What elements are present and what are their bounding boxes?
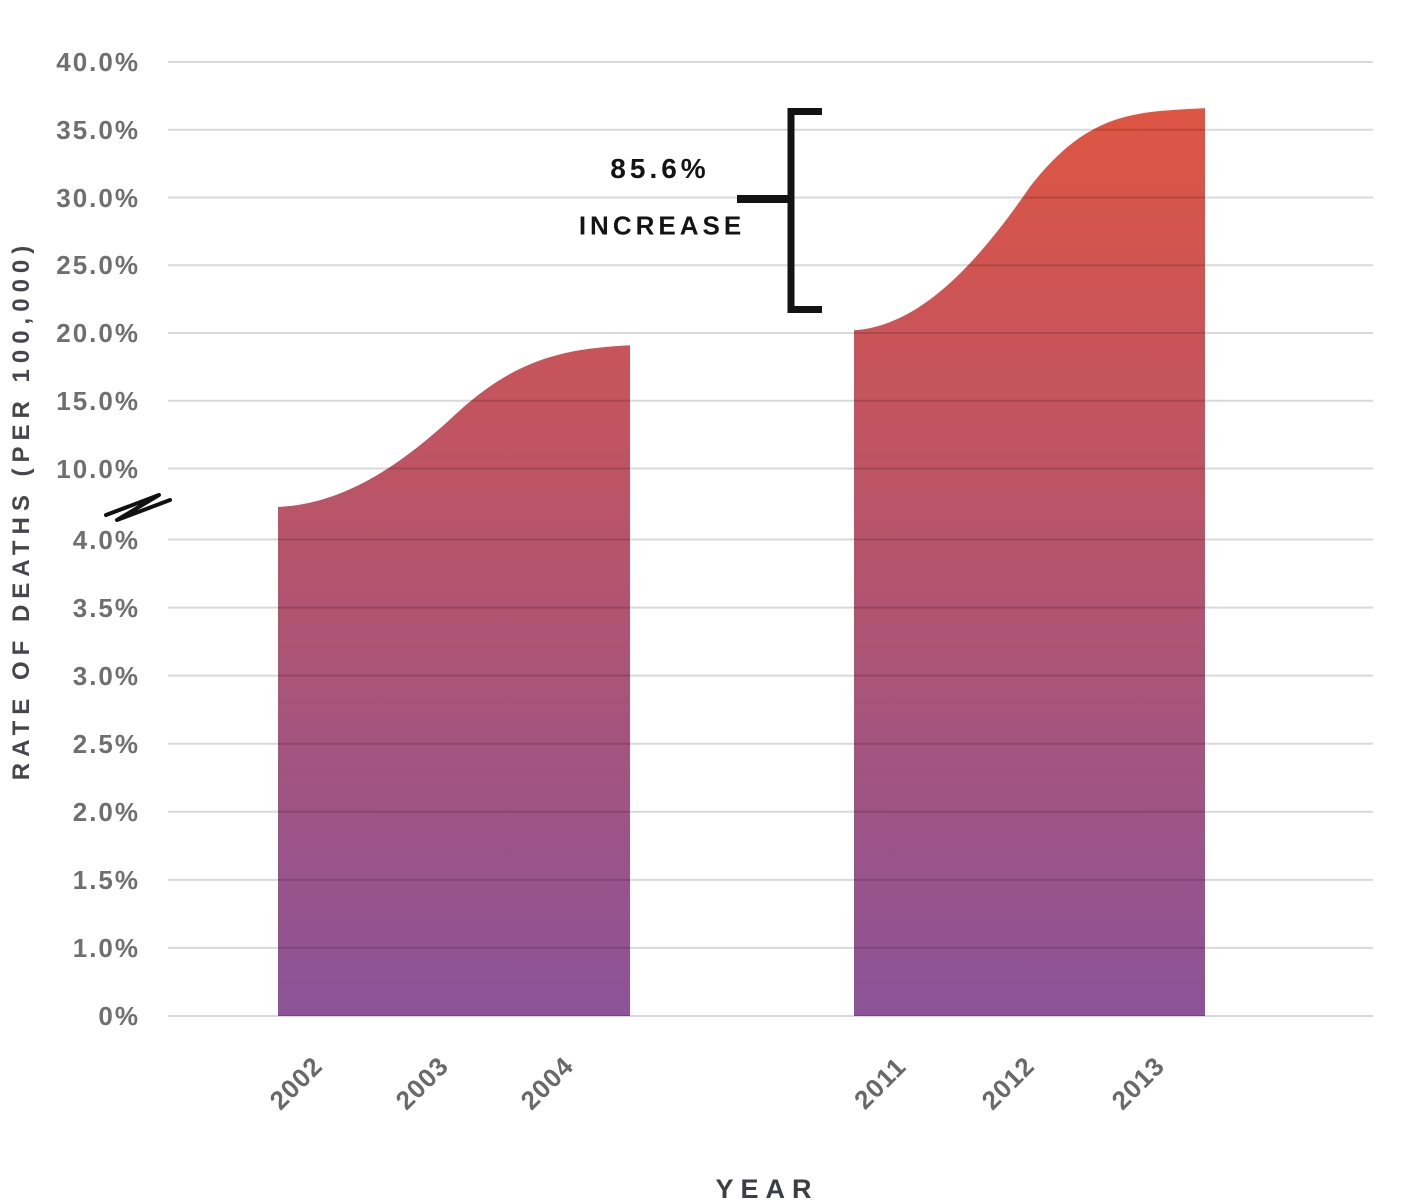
y-tick-label: 3.5%	[72, 592, 140, 623]
y-tick-label: 25.0%	[56, 250, 140, 281]
y-tick-label: 30.0%	[56, 182, 140, 213]
annotation-value: 85.6%	[610, 153, 710, 184]
y-tick-label: 3.0%	[72, 660, 140, 691]
y-tick-label: 15.0%	[56, 385, 140, 416]
areas-group	[278, 108, 1205, 1017]
y-axis-title: RATE OF DEATHS (PER 100,000)	[8, 239, 35, 781]
y-tick-label: 10.0%	[56, 453, 140, 484]
increase-bracket	[737, 108, 822, 313]
y-tick-label: 1.5%	[72, 864, 140, 895]
axis-break-icon	[104, 493, 172, 522]
x-axis-title: YEAR	[715, 1174, 819, 1200]
y-tick-label: 35.0%	[56, 114, 140, 145]
gridlines-group	[168, 61, 1373, 1017]
y-tick-label: 2.0%	[72, 796, 140, 827]
y-tick-label: 0%	[98, 1000, 140, 1031]
annotation-label: INCREASE	[578, 210, 746, 241]
y-tick-label: 20.0%	[56, 318, 140, 348]
area-segment-2011-2013	[854, 108, 1205, 1017]
y-tick-label: 4.0%	[72, 524, 140, 555]
y-tick-label: 2.5%	[72, 728, 140, 759]
area-segment-2002-2004	[278, 345, 630, 1016]
y-tick-label: 1.0%	[72, 932, 140, 963]
y-tick-label: 40.0%	[56, 47, 140, 77]
